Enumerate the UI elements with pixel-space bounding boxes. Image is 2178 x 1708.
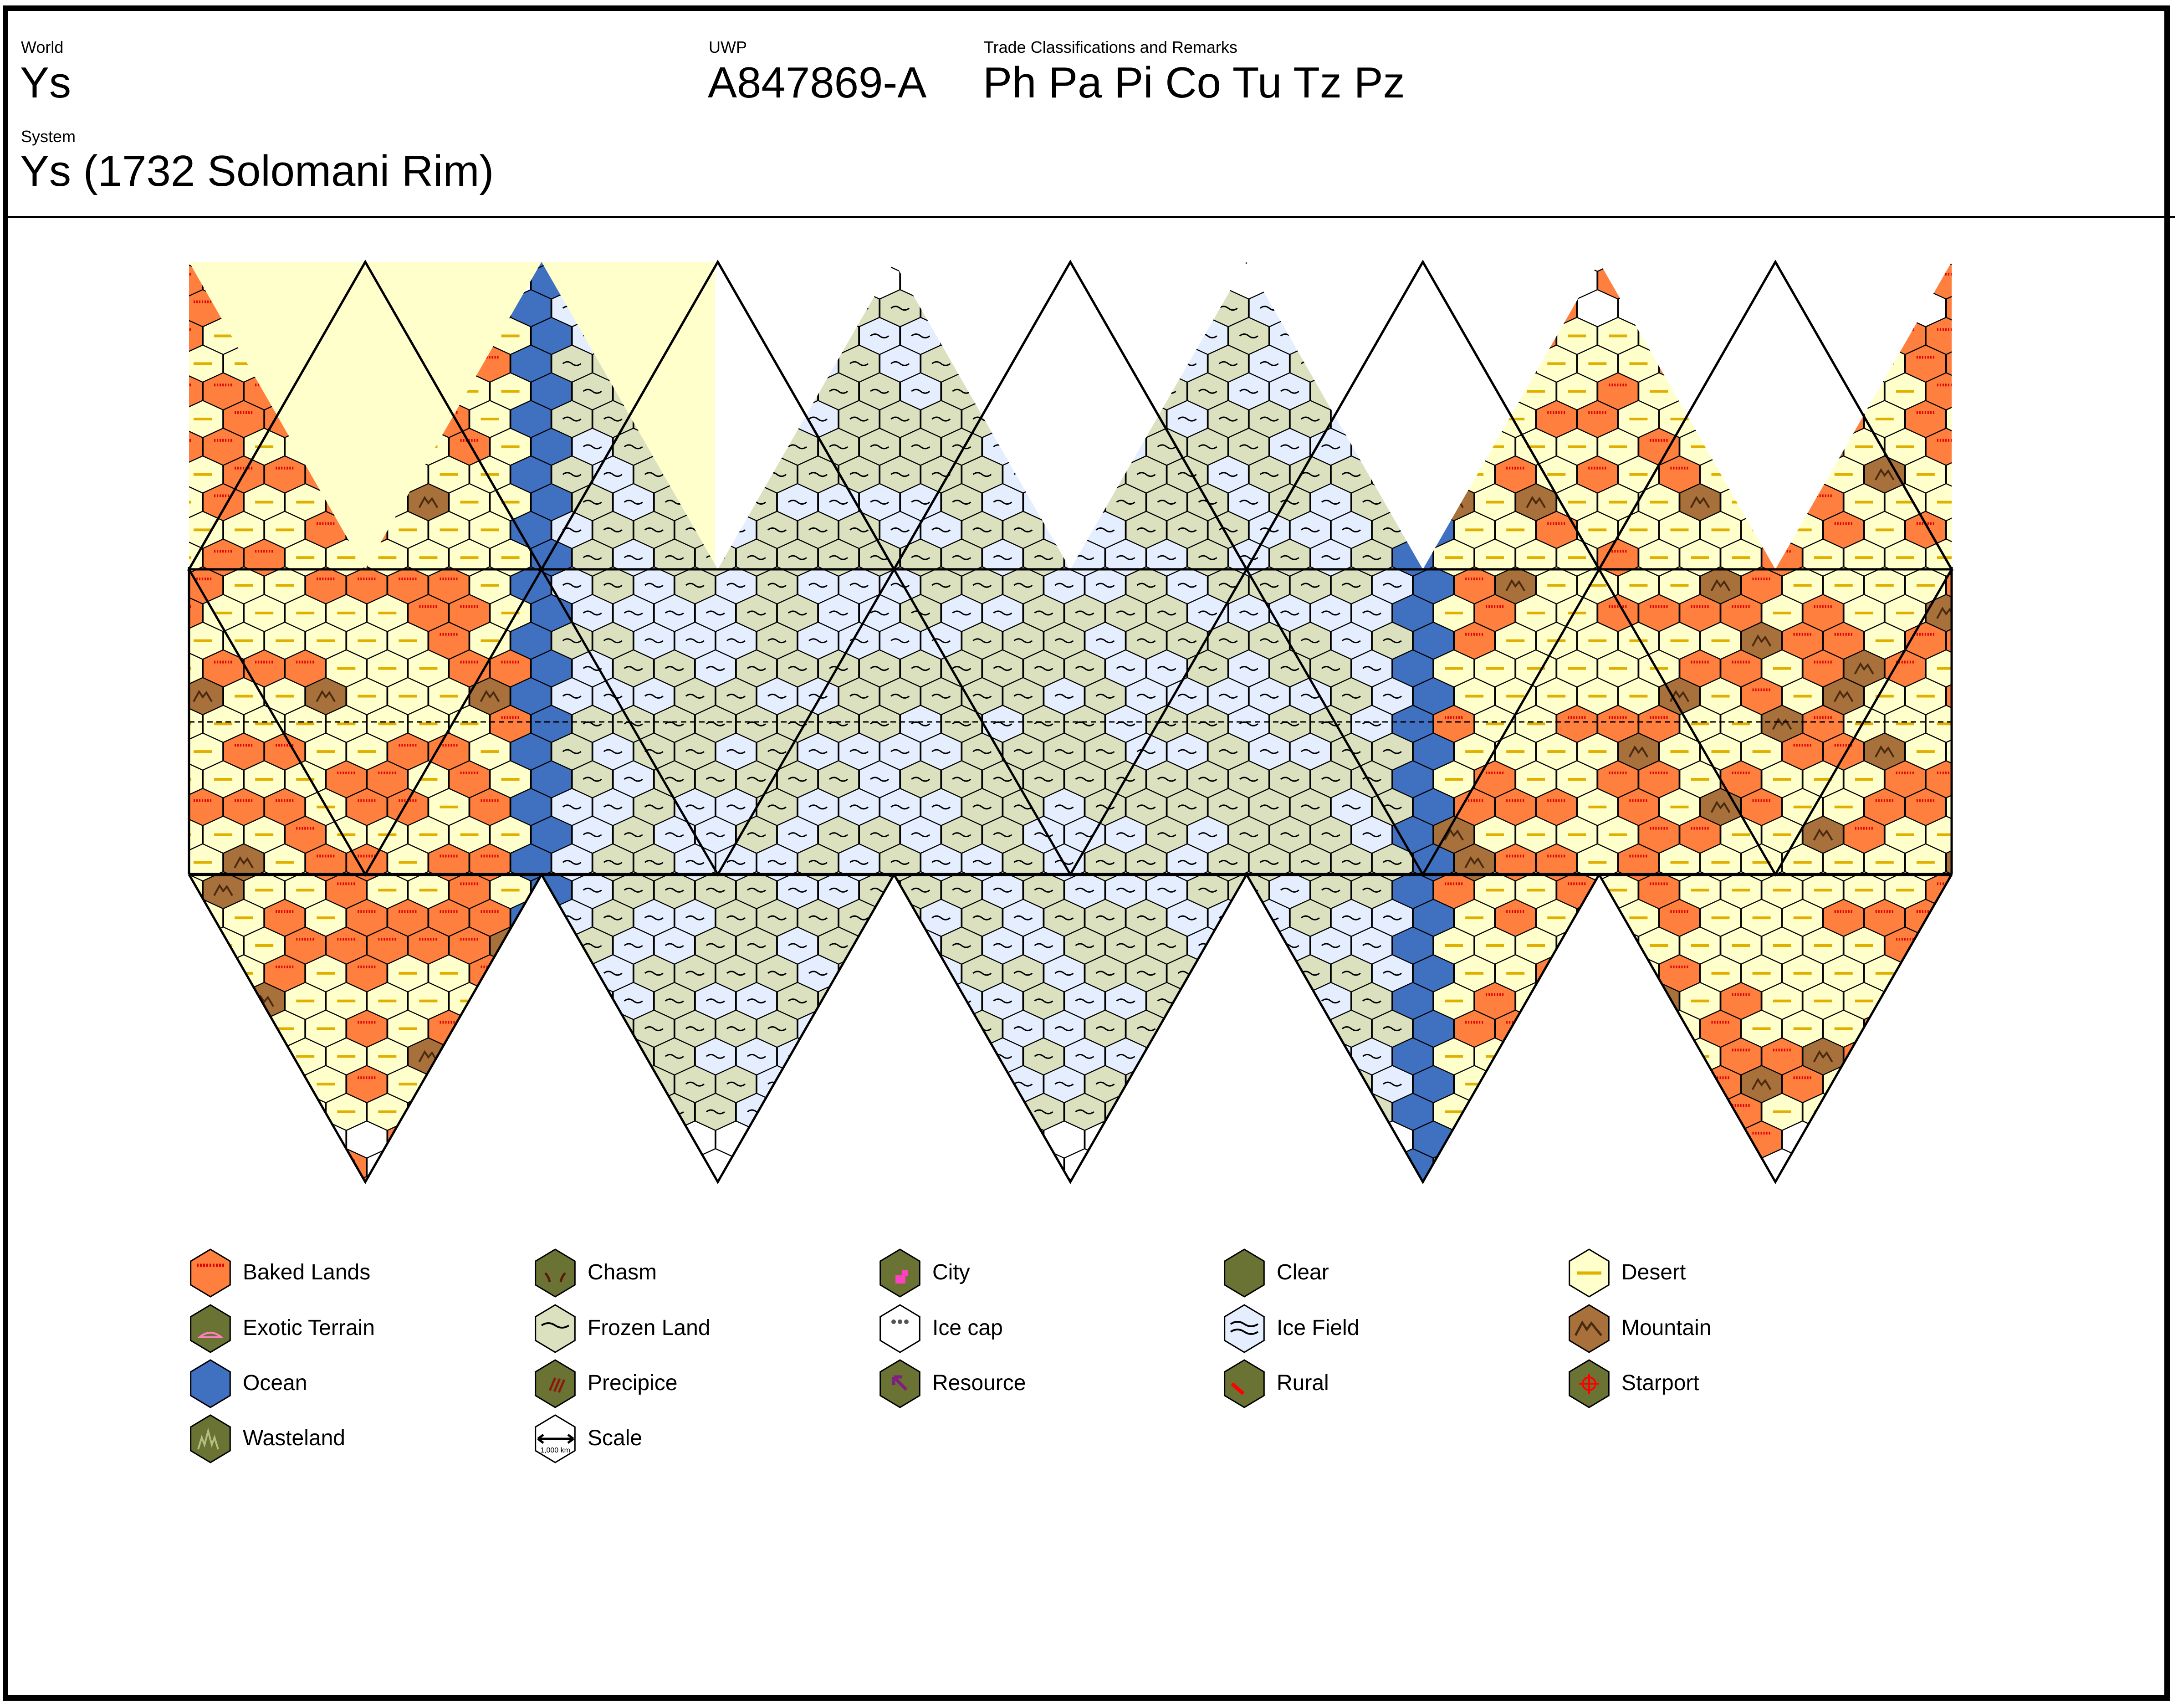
legend-label: Ice Field xyxy=(1277,1316,1360,1340)
world-label: World xyxy=(21,38,64,56)
chasm-icon xyxy=(535,1248,576,1298)
legend-label: Resource xyxy=(932,1371,1026,1395)
legend-label: Exotic Terrain xyxy=(243,1316,375,1340)
system-name: Ys (1732 Solomani Rim) xyxy=(20,147,494,195)
map-grid-lines xyxy=(187,259,1954,1185)
scale-note: 1,000 km xyxy=(540,1447,570,1454)
world-name: Ys xyxy=(20,58,72,107)
frozen-land-icon xyxy=(535,1304,576,1353)
legend-label: Ice cap xyxy=(932,1316,1003,1340)
legend-label: Starport xyxy=(1621,1371,1699,1395)
page-frame xyxy=(3,5,2170,1701)
rural-icon xyxy=(1224,1359,1265,1408)
exotic-terrain-icon xyxy=(190,1304,231,1353)
ocean-icon xyxy=(190,1359,231,1408)
legend-label: Mountain xyxy=(1621,1316,1712,1340)
legend-label: Precipice xyxy=(588,1371,678,1395)
header-divider xyxy=(3,216,2175,218)
trade-label: Trade Classifications and Remarks xyxy=(984,38,1237,56)
system-label: System xyxy=(21,127,76,146)
ice-cap-icon xyxy=(879,1304,920,1353)
legend-label: Rural xyxy=(1277,1371,1329,1395)
legend-label: Baked Lands xyxy=(243,1260,371,1284)
legend-label: City xyxy=(932,1260,970,1284)
wasteland-icon xyxy=(190,1414,231,1463)
legend-label: Scale xyxy=(588,1426,643,1450)
starport-icon xyxy=(1569,1359,1610,1408)
resource-icon xyxy=(879,1359,920,1408)
trade-value: Ph Pa Pi Co Tu Tz Pz xyxy=(983,58,1405,107)
precipice-icon xyxy=(535,1359,576,1408)
uwp-value: A847869-A xyxy=(708,58,927,107)
uwp-label: UWP xyxy=(709,38,747,56)
desert-icon xyxy=(1569,1248,1610,1298)
world-map xyxy=(187,259,1954,1185)
city-icon xyxy=(879,1248,920,1298)
legend-label: Desert xyxy=(1621,1260,1686,1284)
legend-label: Wasteland xyxy=(243,1426,345,1450)
scale-icon: 1,000 km xyxy=(535,1414,576,1463)
ice-field-icon xyxy=(1224,1304,1265,1353)
legend-label: Clear xyxy=(1277,1260,1329,1284)
legend-label: Chasm xyxy=(588,1260,657,1284)
mountain-icon xyxy=(1569,1304,1610,1353)
legend-label: Ocean xyxy=(243,1371,307,1395)
legend-label: Frozen Land xyxy=(588,1316,711,1340)
clear-icon xyxy=(1224,1248,1265,1298)
baked-lands-icon xyxy=(190,1248,231,1298)
